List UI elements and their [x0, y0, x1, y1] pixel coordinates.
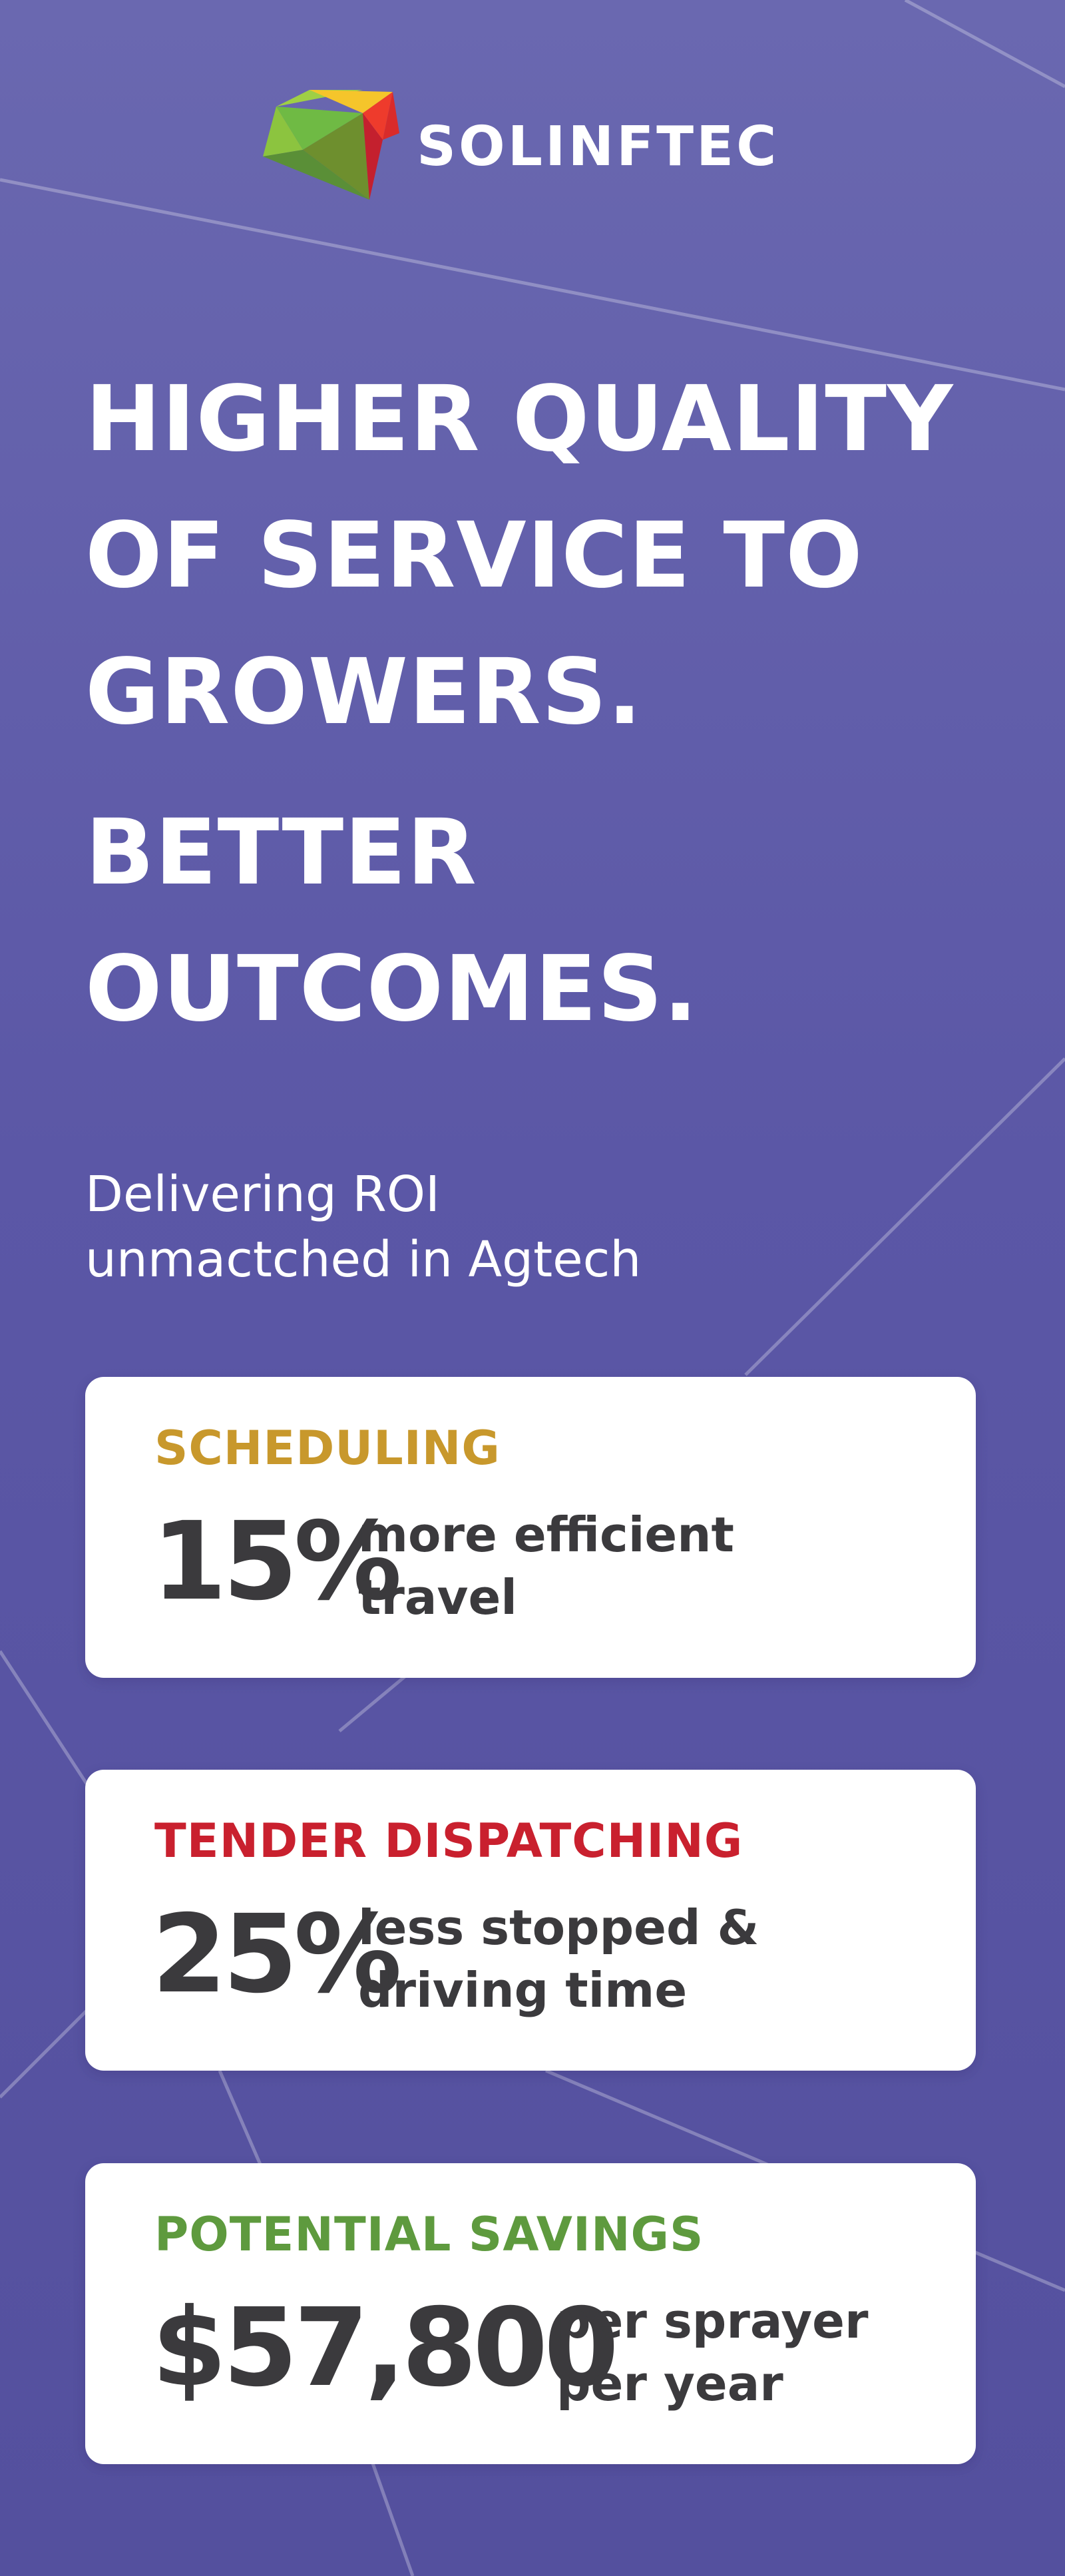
headline-line: GROWERS. — [85, 640, 643, 745]
card-description-line: per year — [556, 2356, 783, 2412]
card-description-line: more efficient — [358, 1507, 734, 1563]
headline-line: HIGHER QUALITY — [85, 367, 954, 472]
card-description-line: less stopped & — [358, 1900, 759, 1955]
headline-gap — [85, 761, 1030, 785]
headline-line: BETTER — [85, 800, 477, 905]
card-title: SCHEDULING — [154, 1421, 501, 1475]
card-description-line: travel — [358, 1569, 517, 1625]
headline-line: OF SERVICE TO — [85, 503, 863, 609]
gem-logo-icon — [263, 90, 399, 200]
potential-savings-card: POTENTIAL SAVINGS $57,800 per sprayer pe… — [85, 2163, 976, 2464]
subtitle-line: unmactched in Agtech — [85, 1231, 642, 1288]
card-stat: $57,800 — [152, 2286, 619, 2411]
card-description: per sprayer per year — [556, 2290, 869, 2415]
card-stat: 25% — [152, 1892, 402, 2017]
brand-name: SOLINFTEC — [417, 115, 779, 178]
card-title: POTENTIAL SAVINGS — [154, 2207, 704, 2262]
card-description: less stopped & driving time — [358, 1896, 759, 2021]
brand-logo: SOLINFTEC — [263, 87, 779, 206]
subtitle: Delivering ROI unmactched in Agtech — [85, 1162, 884, 1292]
headline: HIGHER QUALITY OF SERVICE TO GROWERS. BE… — [85, 352, 1030, 1058]
headline-line: OUTCOMES. — [85, 937, 699, 1042]
card-description-line: per sprayer — [556, 2293, 869, 2349]
tender-dispatching-card: TENDER DISPATCHING 25% less stopped & dr… — [85, 1770, 976, 2071]
card-description-line: driving time — [358, 1962, 688, 2018]
card-description: more efficient travel — [358, 1503, 734, 1629]
scheduling-card: SCHEDULING 15% more efficient travel — [85, 1377, 976, 1678]
card-title: TENDER DISPATCHING — [154, 1814, 744, 1868]
subtitle-line: Delivering ROI — [85, 1166, 440, 1223]
card-stat: 15% — [152, 1499, 402, 1625]
